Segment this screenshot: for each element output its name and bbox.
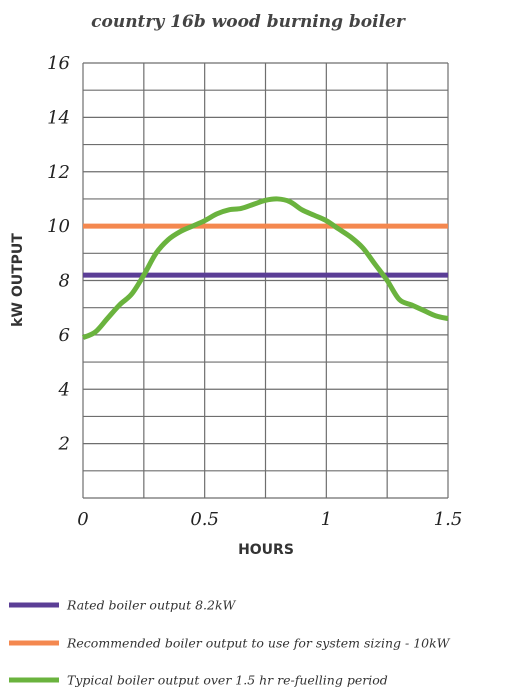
y-tick-label: 8 — [59, 271, 70, 292]
y-tick-label: 2 — [58, 434, 70, 455]
y-tick-label: 10 — [47, 216, 70, 237]
legend-label: Rated boiler output 8.2kW — [66, 598, 237, 613]
series-line-3 — [81, 196, 449, 340]
y-axis-label: kW OUTPUT — [10, 233, 26, 327]
y-tick-label: 16 — [47, 53, 70, 74]
legend-label: Typical boiler output over 1.5 hr re-fue… — [67, 673, 388, 688]
y-tick-label: 4 — [58, 379, 70, 400]
legend-label: Recommended boiler output to use for sys… — [66, 636, 451, 651]
x-tick-label: 1.5 — [434, 509, 463, 530]
y-tick-label: 14 — [47, 107, 70, 128]
x-axis-label: HOURS — [238, 542, 294, 558]
series-group — [81, 196, 449, 340]
y-tick-label: 6 — [59, 325, 70, 346]
chart-title: country 16b wood burning boiler — [91, 12, 406, 32]
y-tick-label: 12 — [47, 162, 70, 183]
legend: Rated boiler output 8.2kW Recommended boi… — [9, 598, 451, 688]
tick-labels: 2 4 6 8 10 12 14 16 0 0.5 1 1.5 — [47, 53, 462, 530]
x-tick-label: 1 — [321, 509, 332, 530]
x-tick-label: 0 — [77, 509, 88, 530]
x-tick-label: 0.5 — [190, 509, 219, 530]
